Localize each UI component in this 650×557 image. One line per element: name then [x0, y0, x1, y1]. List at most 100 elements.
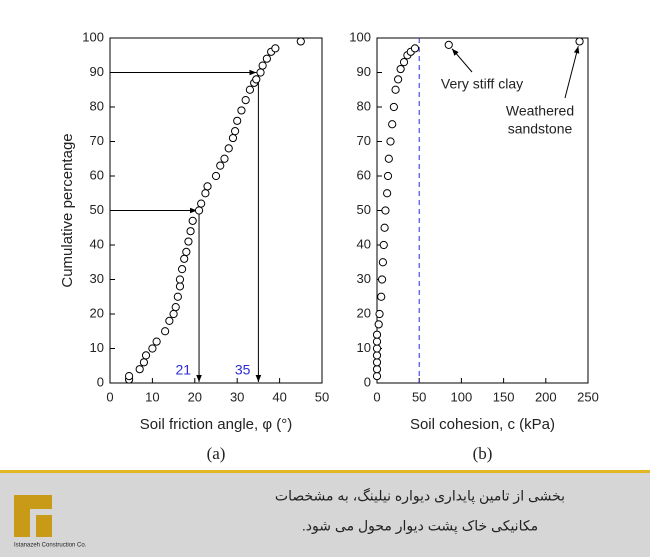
panel-label: (b) — [473, 444, 493, 463]
data-point — [252, 75, 261, 84]
data-point — [380, 223, 389, 232]
annotation-arrow — [451, 48, 473, 73]
x-tick-label: 200 — [535, 389, 557, 404]
data-point — [262, 54, 271, 63]
y-tick-label: 10 — [357, 340, 371, 355]
y-tick-label: 70 — [90, 133, 104, 148]
data-point — [216, 161, 225, 170]
data-point — [444, 40, 453, 50]
y-tick-label: 60 — [90, 167, 104, 182]
y-tick-label: 50 — [90, 202, 104, 217]
data-point — [237, 106, 246, 115]
data-point — [175, 275, 185, 284]
panel-label: (a) — [207, 444, 226, 463]
data-point — [378, 258, 388, 267]
data-point — [271, 44, 280, 53]
data-point — [258, 61, 267, 70]
data-point — [220, 154, 229, 163]
data-point — [228, 133, 238, 143]
data-point — [575, 37, 584, 46]
data-point — [388, 120, 397, 129]
y-tick-label: 100 — [349, 29, 371, 44]
data-point — [399, 58, 409, 67]
data-point — [224, 144, 233, 153]
footer-line: بخشی از تامین پایداری دیواره نیلینگ، به … — [275, 488, 565, 505]
data-point — [177, 265, 187, 274]
data-point — [148, 344, 157, 353]
data-point — [377, 275, 387, 284]
data-point — [161, 327, 170, 336]
data-point — [203, 182, 212, 191]
data-point — [245, 85, 255, 94]
data-point — [188, 216, 197, 225]
y-tick-label: 100 — [82, 29, 104, 44]
data-point — [372, 358, 382, 367]
data-point — [173, 292, 182, 301]
data-point — [372, 351, 382, 360]
data-point — [375, 309, 384, 319]
y-tick-label: 50 — [357, 202, 371, 217]
footer-band — [0, 473, 650, 557]
y-tick-label: 90 — [90, 64, 104, 79]
x-tick-label: 0 — [106, 389, 113, 404]
data-point — [180, 254, 189, 263]
y-tick-label: 20 — [90, 305, 104, 320]
x-tick-label: 20 — [188, 389, 202, 404]
guide-label: 35 — [235, 362, 251, 378]
guide-label: 21 — [175, 362, 191, 378]
data-point — [372, 365, 382, 374]
data-point — [296, 37, 305, 46]
x-tick-label: 40 — [272, 389, 286, 404]
data-point — [396, 64, 405, 74]
data-point — [379, 240, 388, 250]
annotation-arrow — [564, 46, 580, 99]
data-point — [197, 199, 206, 208]
x-tick-label: 250 — [577, 389, 599, 404]
annotation: Weathered — [506, 103, 574, 119]
data-point — [152, 337, 161, 346]
data-point — [171, 303, 180, 312]
x-tick-label: 30 — [230, 389, 244, 404]
data-point — [372, 330, 382, 339]
y-tick-label: 0 — [364, 374, 371, 389]
data-point — [175, 282, 185, 291]
data-point — [256, 68, 265, 77]
data-point — [211, 171, 221, 181]
logo-text: Istanazeh Construction Co. — [14, 543, 87, 549]
y-tick-label: 80 — [90, 98, 104, 113]
y-tick-label: 20 — [357, 305, 371, 320]
y-axis-label: Cumulative percentage — [59, 133, 76, 287]
data-point — [383, 171, 393, 181]
data-point — [124, 372, 134, 381]
y-tick-label: 30 — [90, 271, 104, 286]
data-point — [377, 292, 386, 301]
data-point — [165, 316, 174, 325]
x-tick-label: 50 — [315, 389, 329, 404]
data-point — [394, 75, 403, 84]
logo: Istanazeh Construction Co. — [14, 495, 87, 549]
data-point — [169, 309, 178, 319]
data-point — [135, 365, 144, 374]
data-point — [386, 137, 395, 146]
data-point — [372, 372, 382, 381]
data-point — [372, 344, 382, 353]
data-point — [194, 206, 204, 215]
x-tick-label: 100 — [451, 389, 473, 404]
data-point — [374, 320, 383, 329]
x-tick-label: 0 — [373, 389, 380, 404]
data-point — [201, 189, 210, 198]
y-tick-label: 80 — [357, 98, 371, 113]
y-tick-label: 70 — [357, 133, 371, 148]
data-point — [184, 237, 193, 246]
data-point — [372, 337, 382, 346]
x-axis-label: Soil cohesion, c (kPa) — [410, 416, 555, 433]
footer-line: مکانیکی خاک پشت دیوار محول می شود. — [302, 518, 538, 535]
annotation: Very stiff clay — [441, 76, 523, 92]
annotation: sandstone — [508, 121, 573, 137]
data-point — [241, 96, 250, 105]
data-point — [383, 189, 392, 198]
y-tick-label: 0 — [97, 374, 104, 389]
y-tick-label: 90 — [357, 64, 371, 79]
